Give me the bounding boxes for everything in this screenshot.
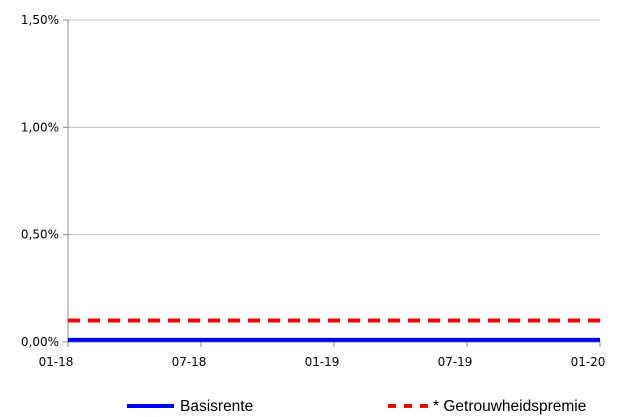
gridlines <box>68 19 600 236</box>
legend-label-1: Basisrente <box>180 398 253 415</box>
x-tick-label: 07-18 <box>172 355 207 369</box>
x-tick-label: 07-19 <box>438 355 473 369</box>
series-lines <box>68 318 600 342</box>
axes <box>67 20 600 343</box>
y-tick-label: 1,00% <box>21 120 59 134</box>
y-axis-ticks: 0,00% 0,50% 1,00% 1,50% <box>21 13 68 349</box>
legend: Basisrente * Getrouwheidspremie <box>127 398 586 415</box>
legend-label-2: * Getrouwheidspremie <box>433 398 586 415</box>
y-tick-label: 0,50% <box>21 228 59 242</box>
y-tick-label: 0,00% <box>21 335 59 349</box>
y-tick-label: 1,50% <box>21 13 59 27</box>
x-tick-label: 01-18 <box>39 355 74 369</box>
x-tick-label: 01-19 <box>305 355 340 369</box>
x-axis-ticks: 01-18 07-18 01-19 07-19 01-20 <box>39 342 606 369</box>
x-tick-label: 01-20 <box>571 355 606 369</box>
